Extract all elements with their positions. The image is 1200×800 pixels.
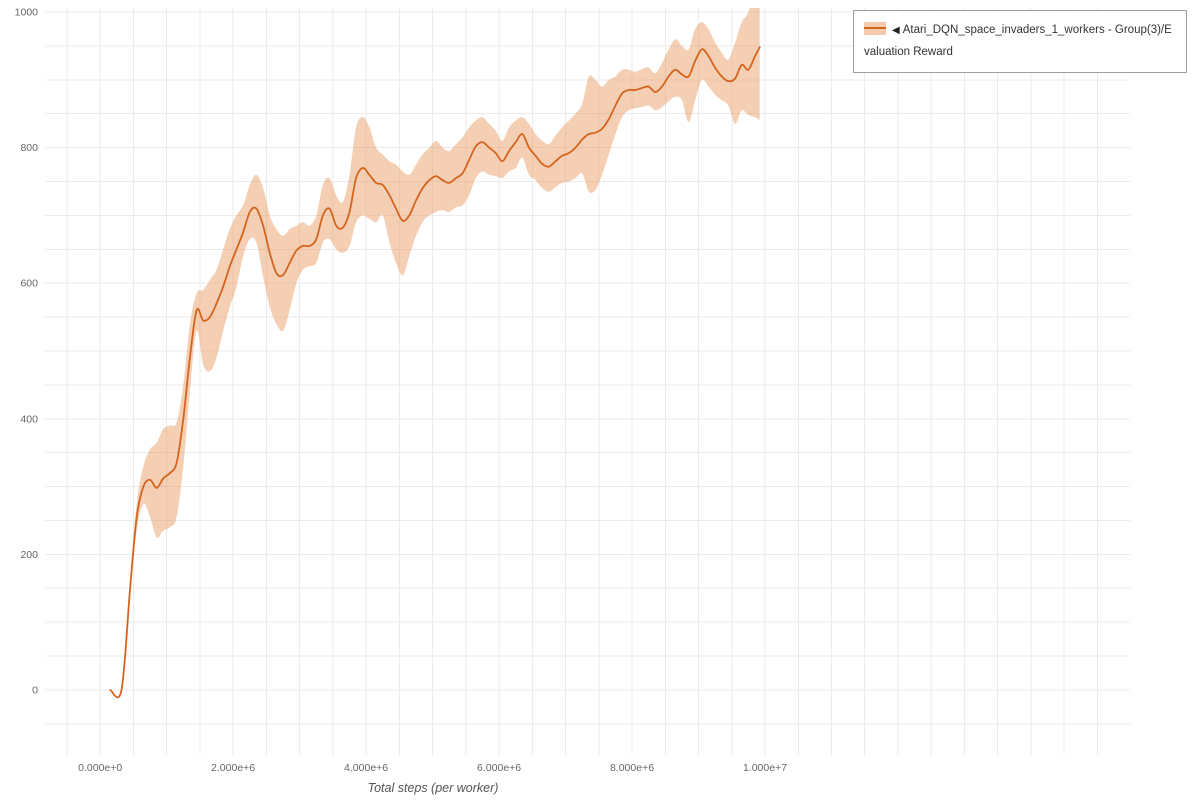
x-tick-label: 8.000e+6 <box>610 762 654 774</box>
series-color-swatch <box>864 22 886 35</box>
y-tick-label: 0 <box>32 684 38 696</box>
y-tick-label: 600 <box>20 278 38 290</box>
x-axis-ticks: 0.000e+0 2.000e+6 4.000e+6 6.000e+6 8.000e+6… <box>78 762 787 774</box>
x-tick-label: 4.000e+6 <box>344 762 388 774</box>
x-tick-label: 1.000e+7 <box>743 762 787 774</box>
x-axis-title: Total steps (per worker) <box>367 781 499 795</box>
x-tick-label: 0.000e+0 <box>78 762 122 774</box>
y-tick-label: 200 <box>20 549 38 561</box>
y-tick-label: 400 <box>20 413 38 425</box>
y-axis-ticks: 0 200 400 600 800 1000 <box>15 7 39 697</box>
y-tick-label: 1000 <box>15 7 39 19</box>
line-swatch <box>864 27 886 29</box>
series-line <box>109 46 761 699</box>
legend-series-label[interactable]: Atari_DQN_space_invaders_1_workers - Gro… <box>864 24 1172 59</box>
x-tick-label: 6.000e+6 <box>477 762 521 774</box>
x-tick-label: 2.000e+6 <box>211 762 255 774</box>
series-band <box>110 8 760 698</box>
y-tick-label: 800 <box>20 142 38 154</box>
legend-collapse-icon[interactable]: ◀ <box>892 25 900 36</box>
legend-box[interactable]: ◀ Atari_DQN_space_invaders_1_workers - Gr… <box>853 10 1187 73</box>
gridlines <box>45 8 1130 755</box>
